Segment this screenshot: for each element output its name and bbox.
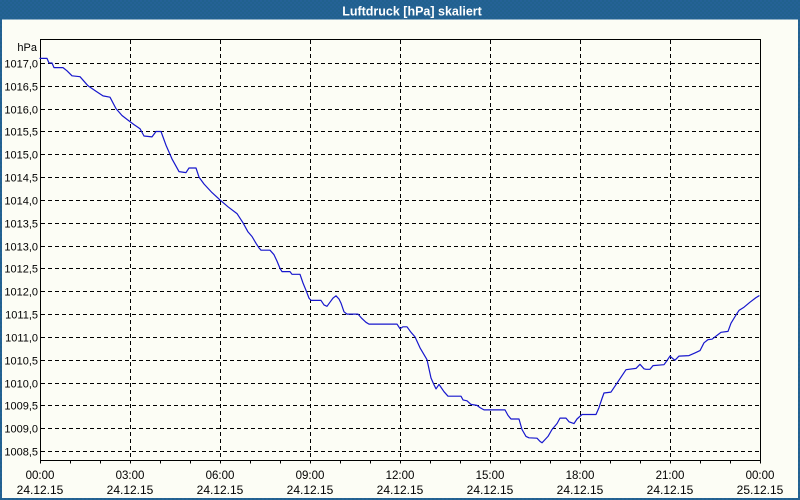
svg-text:00:00: 00:00 (746, 470, 775, 482)
svg-text:1015,5: 1015,5 (4, 127, 38, 139)
svg-text:24.12.15: 24.12.15 (107, 483, 154, 497)
svg-text:12:00: 12:00 (386, 470, 415, 482)
svg-text:09:00: 09:00 (296, 470, 325, 482)
svg-text:1010,5: 1010,5 (4, 356, 38, 368)
svg-text:1014,5: 1014,5 (4, 173, 38, 185)
svg-text:00:00: 00:00 (26, 470, 55, 482)
svg-text:1016,0: 1016,0 (4, 105, 38, 117)
svg-text:hPa: hPa (17, 42, 37, 54)
svg-text:24.12.15: 24.12.15 (287, 483, 334, 497)
svg-text:1009,5: 1009,5 (4, 401, 38, 413)
svg-text:1009,0: 1009,0 (4, 424, 38, 436)
svg-text:1008,5: 1008,5 (4, 447, 38, 459)
svg-text:25.12.15: 25.12.15 (737, 483, 784, 497)
svg-text:24.12.15: 24.12.15 (467, 483, 514, 497)
svg-text:1014,0: 1014,0 (4, 196, 38, 208)
svg-text:1013,0: 1013,0 (4, 242, 38, 254)
svg-text:1015,0: 1015,0 (4, 150, 38, 162)
svg-text:1011,5: 1011,5 (5, 310, 38, 322)
svg-text:15:00: 15:00 (476, 470, 505, 482)
svg-text:06:00: 06:00 (206, 470, 235, 482)
svg-text:24.12.15: 24.12.15 (377, 483, 424, 497)
svg-text:18:00: 18:00 (566, 470, 595, 482)
svg-text:24.12.15: 24.12.15 (197, 483, 244, 497)
svg-text:1012,0: 1012,0 (4, 287, 38, 299)
svg-text:24.12.15: 24.12.15 (557, 483, 604, 497)
svg-text:1010,0: 1010,0 (4, 379, 38, 391)
svg-text:03:00: 03:00 (116, 470, 145, 482)
svg-text:24.12.15: 24.12.15 (647, 483, 694, 497)
svg-text:Luftdruck [hPa] skaliert: Luftdruck [hPa] skaliert (342, 5, 482, 19)
svg-text:21:00: 21:00 (656, 470, 685, 482)
svg-text:1013,5: 1013,5 (4, 219, 38, 231)
svg-text:1011,0: 1011,0 (5, 333, 38, 345)
svg-text:24.12.15: 24.12.15 (17, 483, 64, 497)
svg-text:1017,0: 1017,0 (4, 59, 38, 71)
svg-text:1012,5: 1012,5 (4, 264, 38, 276)
svg-text:1016,5: 1016,5 (4, 82, 38, 94)
